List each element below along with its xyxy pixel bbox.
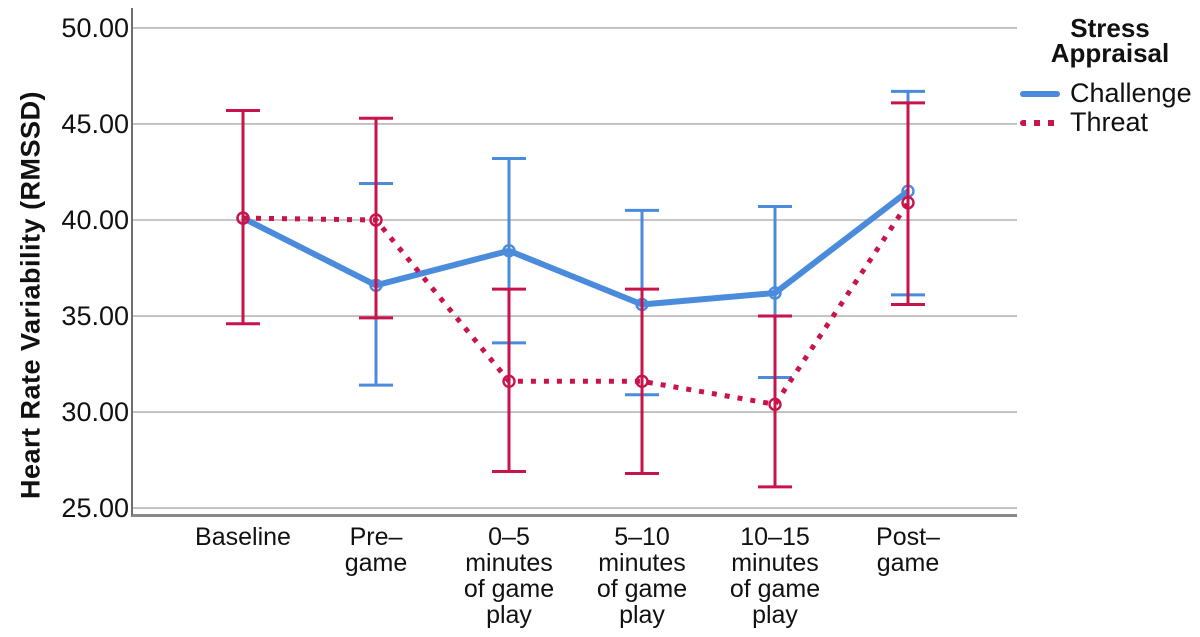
threat-marker <box>768 397 782 412</box>
threat-marker <box>635 374 649 389</box>
challenge-line-swatch <box>1020 90 1060 97</box>
y-tick-label: 25.00 <box>61 493 129 524</box>
threat-line <box>242 201 911 407</box>
x-tick-label: Pre– game <box>344 523 408 577</box>
y-tick-label: 50.00 <box>61 12 129 43</box>
challenge-marker <box>768 286 782 300</box>
y-tick-label: 30.00 <box>61 397 129 428</box>
chart-canvas <box>133 27 1017 509</box>
legend: Stress Appraisal Challenge Threat <box>1020 13 1200 137</box>
x-tick-label: 10–15 minutes of game play <box>729 523 821 629</box>
threat-marker <box>369 213 383 227</box>
legend-label-threat: Threat <box>1070 107 1149 137</box>
challenge-marker <box>502 244 516 258</box>
threat-line-swatch <box>1020 119 1060 126</box>
legend-label-challenge: Challenge <box>1070 78 1192 108</box>
challenge-line <box>241 188 910 308</box>
y-axis-tick-labels: 50.00 45.00 40.00 35.00 30.00 25.00 <box>20 8 129 522</box>
legend-title-line-1: Stress <box>1070 13 1150 43</box>
x-axis-labels: Baseline Pre– game 0–5 minutes of game pla… <box>133 524 1017 634</box>
legend-title-line-2: Appraisal <box>1050 38 1170 68</box>
plot-area <box>131 8 1017 517</box>
y-tick-label: 45.00 <box>61 108 129 139</box>
legend-title: Stress Appraisal <box>1020 13 1200 68</box>
threat-marker <box>236 211 250 225</box>
y-tick-label: 35.00 <box>61 301 129 332</box>
legend-item-threat: Threat <box>1020 108 1200 137</box>
threat-marker <box>502 374 516 389</box>
y-tick-label: 40.00 <box>61 205 129 235</box>
x-tick-label: 0–5 minutes of game play <box>463 523 555 629</box>
threat-marker <box>901 196 915 210</box>
legend-item-challenge: Challenge <box>1020 79 1200 108</box>
x-tick-label: Post– game <box>876 523 940 577</box>
x-tick-label: 5–10 minutes of game play <box>596 523 688 629</box>
x-tick-label: Baseline <box>195 523 291 551</box>
